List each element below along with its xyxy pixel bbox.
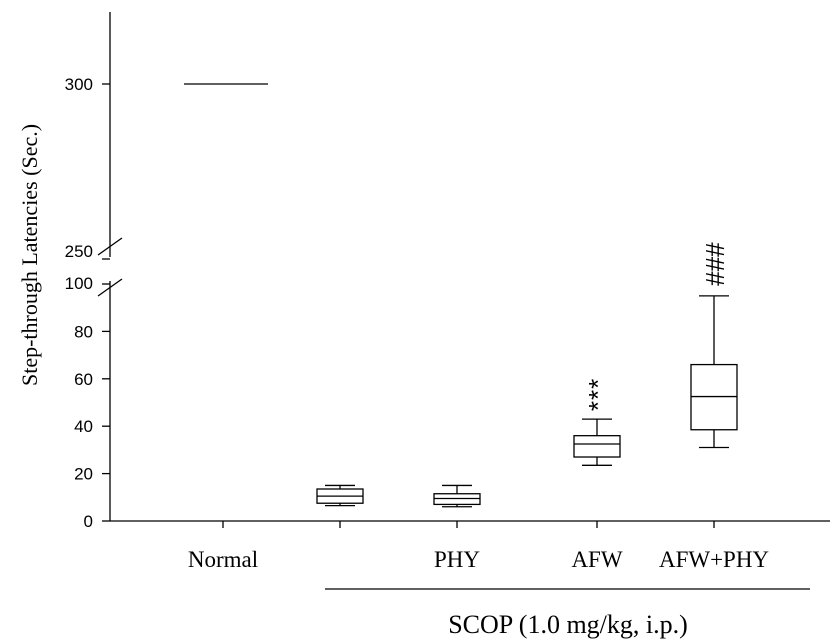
box-AFW+PHY [690, 295, 738, 449]
axis-break-mark [97, 237, 123, 256]
x-category-label: AFW+PHY [659, 547, 769, 572]
y-tick-label: 0 [84, 512, 93, 531]
y-tick-label: 250 [65, 242, 93, 261]
y-tick-label: 40 [74, 417, 93, 436]
x-category-label: PHY [434, 547, 480, 572]
y-tick-label: 60 [74, 370, 93, 389]
y-tick-label: 100 [65, 274, 93, 293]
box-iqr [573, 435, 621, 458]
box-AFW [573, 418, 621, 466]
y-tick-label: 80 [74, 322, 93, 341]
box-PHY [433, 484, 481, 508]
significance-annotation: ### [700, 242, 730, 286]
boxes [184, 83, 738, 508]
group-label: SCOP (1.0 mg/kg, i.p.) [448, 610, 688, 639]
significance-annotation: *** [583, 378, 613, 411]
x-category-label: Normal [188, 547, 258, 572]
x-category-label: AFW [571, 547, 622, 572]
labels: 0 20 40 60 80 100 250 300 Step-through Latencies… [17, 75, 769, 639]
y-tick-label: 20 [74, 465, 93, 484]
y-tick-label: 300 [65, 75, 93, 94]
axis-break-mark [97, 278, 123, 297]
box-scop [316, 484, 364, 507]
y-axis-title: Step-through Latencies (Sec.) [17, 124, 42, 386]
axes [97, 12, 830, 590]
